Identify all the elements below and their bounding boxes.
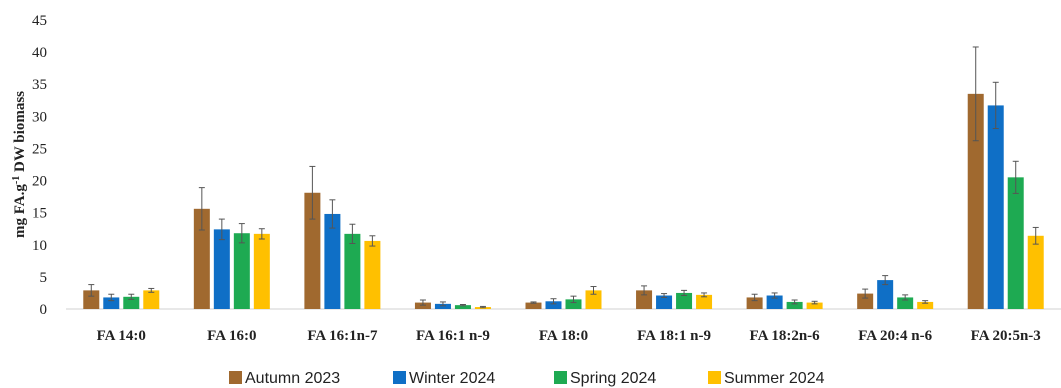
- x-category-label: FA 16:1n-7: [307, 328, 378, 344]
- y-tick-label: 0: [40, 302, 48, 318]
- bar: [434, 303, 451, 309]
- y-tick-label: 10: [32, 238, 47, 254]
- bar: [213, 229, 230, 309]
- bar: [525, 302, 542, 309]
- y-tick-label: 15: [32, 206, 47, 222]
- legend-label: Spring 2024: [570, 370, 656, 387]
- bar: [454, 305, 471, 309]
- legend-label: Autumn 2023: [245, 370, 340, 387]
- bar: [857, 293, 874, 309]
- bar: [746, 297, 763, 309]
- legend-swatch: [708, 371, 721, 384]
- bar: [364, 240, 381, 309]
- bar: [897, 297, 914, 309]
- legend-label: Winter 2024: [409, 370, 495, 387]
- x-axis-categories: FA 14:0 FA 16:0 FA 16:1n-7 FA 16:1 n-9 FA 18…: [97, 328, 1041, 344]
- bar: [143, 290, 160, 309]
- bar: [565, 299, 582, 309]
- bar: [193, 208, 210, 309]
- bar: [1027, 235, 1044, 309]
- bar: [304, 192, 321, 309]
- bar: [103, 297, 120, 309]
- y-tick-label: 20: [32, 174, 47, 190]
- bar: [324, 213, 341, 309]
- y-tick-label: 30: [32, 109, 47, 125]
- bar: [786, 301, 803, 309]
- bar: [877, 280, 894, 309]
- bar: [967, 93, 984, 309]
- y-axis-label: mg FA.g-1 DW biomass: [11, 91, 29, 238]
- bar: [414, 302, 431, 309]
- bar: [676, 292, 693, 309]
- x-category-label: FA 20:4 n-6: [858, 328, 932, 344]
- y-axis-label-main: mg FA.g: [12, 184, 28, 238]
- bar: [1007, 177, 1024, 309]
- bar: [83, 290, 100, 309]
- y-axis-label-superscript: -1: [11, 176, 22, 184]
- y-tick-label: 25: [32, 141, 47, 157]
- x-category-label: FA 18:1 n-9: [637, 328, 711, 344]
- x-category-label: FA 18:2n-6: [750, 328, 821, 344]
- bars: [83, 93, 1044, 309]
- y-tick-label: 5: [40, 270, 48, 286]
- bar: [987, 105, 1004, 309]
- y-axis-title: mg FA.g-1 DW biomass: [11, 91, 29, 238]
- error-bars: [88, 46, 1039, 309]
- x-category-label: FA 14:0: [97, 328, 146, 344]
- bar: [123, 296, 140, 309]
- bar: [917, 301, 934, 309]
- bar: [766, 295, 783, 309]
- y-tick-label: 40: [32, 45, 47, 61]
- x-category-label: FA 20:5n-3: [971, 328, 1041, 344]
- bar: [656, 295, 673, 309]
- x-category-label: FA 16:0: [207, 328, 256, 344]
- bar: [636, 290, 653, 309]
- x-category-label: FA 18:0: [539, 328, 588, 344]
- legend: Autumn 2023 Winter 2024 Spring 2024 Summer …: [229, 370, 825, 387]
- bar: [585, 290, 602, 309]
- bar: [806, 302, 823, 309]
- bar: [344, 233, 361, 309]
- y-axis-ticks: 0 5 10 15 20 25 30 35 40 45: [32, 13, 47, 318]
- x-category-label: FA 16:1 n-9: [416, 328, 490, 344]
- legend-swatch: [229, 371, 242, 384]
- bar: [253, 233, 270, 309]
- bar: [696, 294, 713, 309]
- y-tick-label: 45: [32, 13, 47, 29]
- legend-label: Summer 2024: [724, 370, 825, 387]
- bar: [545, 301, 562, 309]
- legend-swatch: [554, 371, 567, 384]
- y-tick-label: 35: [32, 77, 47, 93]
- legend-swatch: [393, 371, 406, 384]
- bar: [233, 233, 250, 309]
- y-axis-label-rest: DW biomass: [12, 91, 28, 176]
